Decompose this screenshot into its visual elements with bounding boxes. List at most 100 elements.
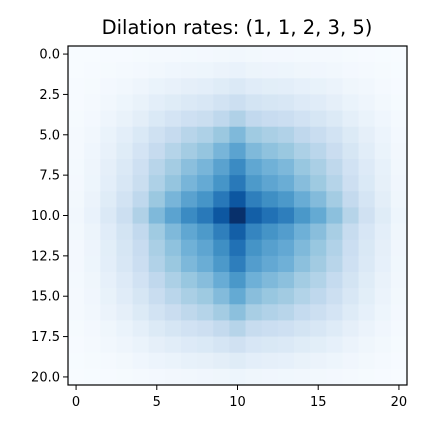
heatmap-cell: [84, 223, 101, 241]
heatmap-cell: [358, 191, 376, 208]
heatmap-cell: [326, 78, 343, 95]
heatmap-cell: [229, 78, 246, 95]
heatmap-cell: [390, 46, 408, 63]
heatmap-cell: [390, 191, 408, 208]
heatmap-cell: [100, 142, 117, 160]
heatmap-cell: [245, 46, 263, 63]
heatmap-cell: [261, 126, 279, 144]
x-tick-label: 0: [72, 395, 80, 410]
heatmap-cell: [374, 62, 392, 79]
heatmap-cell: [100, 159, 117, 176]
heatmap-cell: [390, 272, 408, 289]
heatmap-cell: [326, 159, 343, 176]
heatmap-cell: [68, 368, 85, 386]
heatmap-cell: [277, 159, 295, 176]
heatmap-cell: [84, 46, 101, 63]
heatmap-cell: [164, 78, 182, 95]
heatmap-cell: [277, 175, 295, 192]
heatmap-cell: [132, 223, 150, 241]
heatmap-cell: [245, 223, 263, 241]
heatmap-cell: [197, 320, 214, 337]
heatmap-cell: [68, 78, 85, 95]
x-tick-label: 10: [229, 395, 246, 410]
heatmap-cell: [181, 110, 198, 128]
heatmap-cell: [213, 352, 230, 370]
heatmap-cell: [277, 142, 295, 160]
heatmap-cell: [277, 78, 295, 95]
heatmap-cell: [245, 255, 263, 273]
heatmap-cell: [310, 304, 327, 321]
heatmap-cell: [310, 159, 327, 176]
heatmap-cell: [197, 288, 214, 305]
heatmap-cell: [342, 159, 359, 176]
heatmap-cell: [213, 304, 230, 321]
heatmap-cell: [326, 62, 343, 79]
heatmap-cell: [84, 126, 101, 144]
heatmap-cell: [358, 255, 376, 273]
heatmap-cell: [245, 352, 263, 370]
heatmap-cell: [342, 110, 359, 128]
heatmap-cell: [181, 223, 198, 241]
heatmap-cell: [390, 320, 408, 337]
heatmap-cell: [100, 368, 117, 386]
heatmap-cell: [294, 336, 311, 354]
heatmap-cell: [294, 46, 311, 63]
heatmap-cell: [197, 78, 214, 95]
heatmap-cell: [261, 78, 279, 95]
heatmap-cell: [390, 126, 408, 144]
heatmap-cell: [310, 336, 327, 354]
heatmap-cell: [164, 255, 182, 273]
heatmap-cell: [68, 159, 85, 176]
heatmap-cell: [116, 207, 133, 224]
heatmap-cell: [310, 94, 327, 111]
heatmap-cell: [148, 159, 166, 176]
heatmap-cell: [181, 46, 198, 63]
heatmap-cell: [229, 175, 246, 192]
heatmap-cell: [261, 191, 279, 208]
y-tick-label: 2.5: [39, 88, 60, 103]
heatmap-cell: [68, 336, 85, 354]
heatmap-cell: [100, 62, 117, 79]
heatmap-cell: [245, 62, 263, 79]
heatmap-cell: [261, 352, 279, 370]
heatmap-cell: [132, 191, 150, 208]
heatmap-cell: [229, 142, 246, 160]
heatmap-cell: [294, 159, 311, 176]
heatmap-cell: [197, 94, 214, 111]
heatmap-cell: [294, 288, 311, 305]
heatmap-cell: [197, 207, 214, 224]
heatmap-cell: [164, 320, 182, 337]
heatmap-cell: [197, 255, 214, 273]
heatmap-cell: [229, 352, 246, 370]
heatmap-cell: [116, 352, 133, 370]
heatmap-cell: [229, 223, 246, 241]
heatmap-cell: [261, 368, 279, 386]
heatmap-cell: [116, 304, 133, 321]
heatmap-cell: [390, 78, 408, 95]
heatmap-cell: [261, 223, 279, 241]
heatmap-cell: [181, 272, 198, 289]
heatmap-cell: [261, 94, 279, 111]
heatmap-cell: [342, 368, 359, 386]
heatmap-cell: [261, 304, 279, 321]
heatmap-cell: [342, 175, 359, 192]
heatmap-cell: [229, 336, 246, 354]
heatmap-cell: [374, 272, 392, 289]
heatmap-cell: [148, 255, 166, 273]
heatmap-cell: [277, 223, 295, 241]
heatmap-cell: [132, 368, 150, 386]
heatmap-cell: [358, 175, 376, 192]
heatmap-cell: [132, 207, 150, 224]
heatmap-cell: [245, 320, 263, 337]
heatmap-cell: [164, 159, 182, 176]
heatmap-cell: [326, 255, 343, 273]
heatmap-cell: [342, 142, 359, 160]
heatmap-cell: [100, 320, 117, 337]
heatmap-cell: [181, 94, 198, 111]
heatmap-cell: [197, 46, 214, 63]
heatmap-cell: [100, 94, 117, 111]
heatmap-cell: [245, 272, 263, 289]
heatmap-cell: [84, 62, 101, 79]
heatmap-cell: [229, 255, 246, 273]
heatmap-cell: [326, 288, 343, 305]
